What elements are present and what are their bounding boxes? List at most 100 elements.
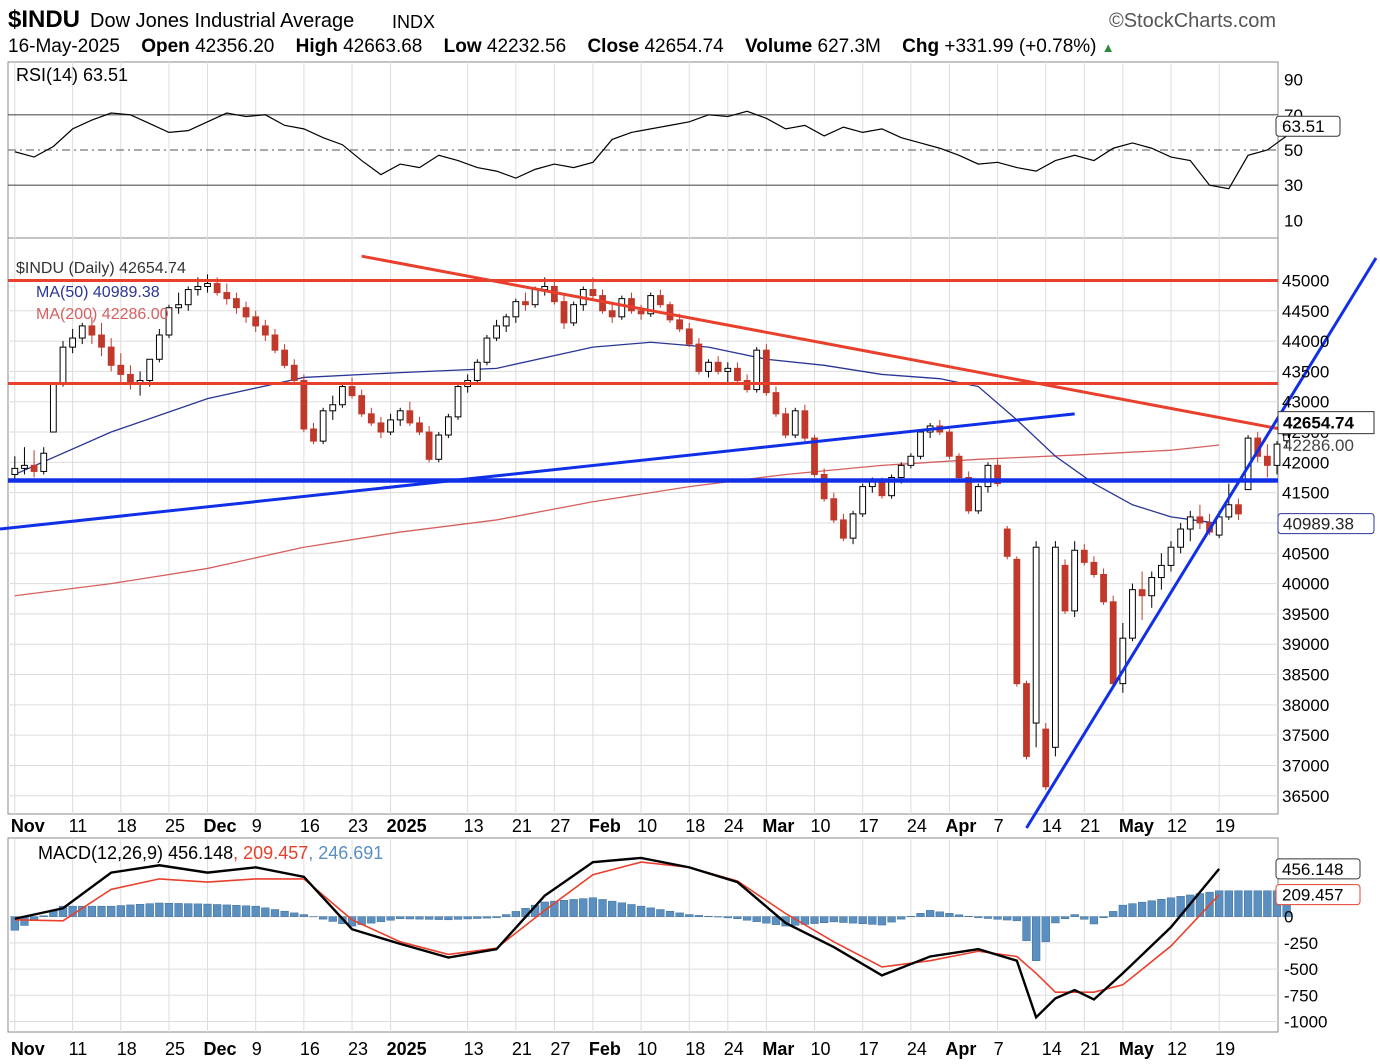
- candle-body: [1138, 589, 1146, 597]
- candle-body: [1023, 683, 1030, 757]
- candle-body: [444, 416, 452, 436]
- candle-body: [377, 422, 385, 433]
- macd-hist-bar: [405, 916, 414, 920]
- x-tick-label: 24: [724, 816, 744, 836]
- x-tick-label: 24: [907, 816, 927, 836]
- macd-hist-bar: [434, 916, 443, 920]
- candle-body: [743, 379, 751, 391]
- candle-body: [656, 295, 664, 306]
- candle-body: [695, 343, 703, 372]
- macd-hist-bar: [415, 916, 424, 920]
- macd-hist-bar: [550, 900, 559, 917]
- x-tick-label: Feb: [589, 1039, 621, 1059]
- candle-body: [49, 383, 57, 433]
- macd-hist-bar: [1031, 916, 1041, 961]
- candle-body: [888, 476, 895, 497]
- rsi-last-value: 63.51: [1282, 117, 1325, 136]
- price-ytick: 40000: [1282, 575, 1329, 594]
- x-tick-label: Dec: [204, 1039, 237, 1059]
- candle-body: [59, 346, 67, 385]
- candle-body: [367, 413, 375, 424]
- macd-hist-bar: [232, 905, 241, 917]
- macd-hist-bar: [1003, 916, 1012, 921]
- macd-hist-bar: [771, 916, 781, 925]
- macd-ytick: -500: [1284, 960, 1318, 979]
- candle-body: [1013, 558, 1021, 685]
- rsi-ytick: 10: [1284, 211, 1303, 230]
- index-name: Dow Jones Industrial Average: [90, 10, 355, 32]
- macd-hist-bar: [1137, 901, 1147, 917]
- x-tick-label: 17: [859, 816, 879, 836]
- macd-hist-bar: [193, 903, 203, 917]
- candle-body: [782, 413, 790, 436]
- candle-body: [830, 498, 838, 521]
- ma200-line: [14, 444, 1220, 597]
- price-ytick: 42000: [1282, 453, 1329, 472]
- candle-body: [801, 410, 809, 439]
- x-tick-label: 24: [907, 1039, 927, 1059]
- x-tick-label: 11: [69, 816, 88, 836]
- close-badge: [1277, 411, 1375, 435]
- candle-body: [1177, 528, 1185, 548]
- x-tick-label: Apr: [945, 816, 976, 836]
- price-ytick: 39000: [1282, 635, 1329, 654]
- candle-body: [724, 367, 732, 372]
- macd-hist-bar: [916, 913, 925, 917]
- x-tick-label: 11: [69, 1039, 88, 1059]
- macd-hist-bar: [935, 911, 944, 917]
- x-tick-label: 25: [165, 816, 185, 836]
- macd-hist-bar: [155, 902, 164, 917]
- rsi-line: [14, 110, 1307, 190]
- macd-hist-bar: [511, 911, 520, 917]
- macd-hist-bar: [983, 916, 993, 919]
- candle-body: [416, 422, 423, 433]
- x-tick-label: 18: [685, 816, 705, 836]
- candle-body: [204, 282, 211, 288]
- macd-hist-bar: [1128, 903, 1137, 917]
- quote-date: 16-May-2025: [8, 36, 120, 57]
- x-tick-label: 7: [994, 1039, 1004, 1059]
- ma50-badge: [1277, 513, 1375, 535]
- macd-hist-bar: [290, 912, 299, 917]
- open-value: 42356.20: [195, 36, 275, 57]
- x-tick-label: 9: [252, 1039, 262, 1059]
- price-ytick: 41500: [1282, 484, 1329, 503]
- x-tick-label: 10: [637, 816, 657, 836]
- candle-body: [1090, 561, 1098, 576]
- candle-body: [676, 319, 684, 330]
- macd-hist-bar: [540, 901, 549, 917]
- x-tick-label: 21: [512, 816, 532, 836]
- candle-body: [589, 289, 597, 297]
- candle-body: [820, 473, 828, 500]
- x-tick-label: 19: [1215, 816, 1235, 836]
- candle-body: [1119, 637, 1127, 685]
- candle-body: [531, 289, 539, 306]
- x-tick-label: 7: [994, 816, 1004, 836]
- macd-legend-value: 456.148: [168, 843, 233, 863]
- candle-body: [1129, 589, 1136, 639]
- macd-hist-bar: [646, 907, 655, 917]
- x-tick-label: May: [1119, 1039, 1154, 1059]
- macd-hist-bar: [588, 897, 598, 917]
- macd-hist-bar: [1234, 890, 1243, 917]
- price-ytick: 36500: [1282, 787, 1329, 806]
- price-ytick: 38500: [1282, 666, 1329, 685]
- rsi-last-badge: [1275, 115, 1341, 137]
- macd-hist-bar: [1080, 916, 1089, 920]
- price-ytick: 45000: [1282, 271, 1329, 290]
- candle-body: [339, 386, 346, 406]
- macd-hist-bar: [1243, 890, 1253, 917]
- candle-body: [233, 298, 240, 309]
- macd-hist-bar: [1118, 904, 1127, 917]
- macd-hist-bar: [1109, 911, 1118, 917]
- candle-body: [146, 358, 154, 381]
- macd-hist-bar: [135, 904, 145, 917]
- x-tick-label: 9: [252, 816, 262, 836]
- candle-body: [974, 486, 982, 512]
- macd-hist-bar: [145, 903, 154, 917]
- macd-hist-bar: [318, 916, 328, 920]
- brand-watermark: ©StockCharts.com: [1108, 10, 1276, 32]
- candle-body: [811, 437, 818, 475]
- candle-body: [387, 419, 394, 433]
